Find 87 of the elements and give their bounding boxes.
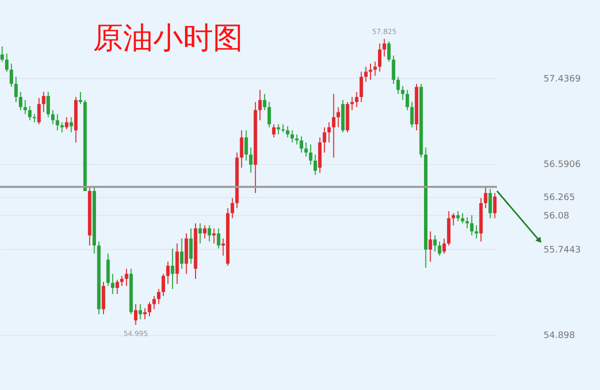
candlestick bbox=[46, 91, 50, 118]
candlestick bbox=[378, 42, 382, 72]
candlestick bbox=[442, 238, 446, 254]
candlestick bbox=[387, 40, 391, 62]
candlestick bbox=[295, 134, 299, 145]
candlestick bbox=[327, 122, 331, 143]
candlestick bbox=[180, 238, 184, 270]
candlestick bbox=[267, 102, 271, 128]
candlestick bbox=[286, 126, 290, 138]
text: 原油小时图 bbox=[93, 21, 243, 56]
candlestick bbox=[314, 154, 317, 176]
candlestick bbox=[162, 273, 166, 297]
candlestick bbox=[175, 243, 179, 284]
candlestick bbox=[460, 212, 464, 224]
candlestick bbox=[308, 144, 312, 166]
y-tick-label: 55.7443 bbox=[544, 246, 581, 256]
candlestick bbox=[364, 66, 368, 82]
candlestick bbox=[198, 222, 202, 244]
candlestick bbox=[102, 281, 106, 315]
y-tick-label: 56.265 bbox=[544, 193, 575, 204]
candlestick bbox=[262, 93, 266, 111]
candlestick bbox=[64, 116, 68, 130]
candlestick bbox=[203, 224, 206, 239]
candlestick bbox=[0, 46, 4, 62]
candlestick bbox=[60, 122, 64, 133]
candlestick bbox=[230, 198, 234, 219]
y-tick-label: 57.4369 bbox=[544, 74, 581, 85]
candlestick bbox=[332, 93, 336, 158]
candlestick bbox=[116, 279, 120, 295]
candlestick bbox=[56, 114, 60, 131]
candlestick bbox=[474, 224, 478, 239]
candlestick bbox=[488, 188, 492, 219]
candlestick bbox=[272, 124, 276, 138]
candlestick bbox=[134, 304, 138, 326]
candlestick bbox=[410, 102, 414, 128]
candlestick bbox=[290, 130, 294, 143]
candlestick bbox=[406, 89, 410, 111]
candlestick bbox=[138, 304, 142, 320]
candlestick bbox=[10, 63, 14, 88]
candlestick bbox=[120, 275, 124, 286]
candlestick bbox=[360, 71, 364, 103]
candlestick bbox=[51, 110, 55, 125]
candlestick bbox=[170, 248, 174, 290]
candlestick bbox=[70, 116, 73, 133]
candlestick bbox=[216, 228, 220, 250]
candlestick bbox=[78, 91, 82, 105]
candlestick bbox=[156, 288, 160, 305]
y-tick-label: 54.898 bbox=[544, 331, 576, 342]
candlestick bbox=[18, 91, 22, 111]
candlestick bbox=[304, 142, 308, 158]
candlestick bbox=[428, 230, 432, 262]
candlestick bbox=[143, 308, 147, 320]
candlestick bbox=[32, 114, 36, 123]
candlestick bbox=[5, 53, 9, 72]
candlestick bbox=[212, 228, 216, 244]
candlestick bbox=[465, 216, 469, 229]
candlestick bbox=[401, 85, 404, 101]
candlestick bbox=[23, 100, 27, 115]
candlestick bbox=[189, 228, 193, 264]
candlestick bbox=[392, 55, 396, 84]
candlestick bbox=[350, 96, 354, 111]
candlestick bbox=[493, 192, 497, 219]
candlestick bbox=[438, 240, 442, 256]
y-tick-label: 56.5906 bbox=[544, 160, 581, 170]
candlestick bbox=[106, 253, 110, 286]
candlestick bbox=[452, 212, 456, 226]
candlestick bbox=[470, 214, 474, 236]
candlestick bbox=[373, 61, 377, 76]
candlestick bbox=[244, 130, 248, 162]
candlestick bbox=[484, 186, 488, 209]
y-tick-label: 56.08 bbox=[544, 212, 570, 222]
candlestick bbox=[249, 147, 253, 174]
candlestick bbox=[396, 76, 400, 94]
candlestick bbox=[322, 126, 326, 154]
candlestick bbox=[354, 91, 358, 108]
candlestick bbox=[240, 130, 244, 168]
candlestick bbox=[382, 38, 386, 58]
candlestick bbox=[152, 296, 156, 310]
candlestick bbox=[433, 234, 437, 252]
candlestick bbox=[276, 124, 280, 135]
candlestick bbox=[110, 273, 114, 295]
candlestick bbox=[28, 106, 32, 121]
candlestick bbox=[166, 261, 170, 284]
candlestick bbox=[300, 136, 304, 154]
candlestick bbox=[42, 91, 46, 113]
candlestick bbox=[208, 224, 212, 242]
candlestick bbox=[336, 106, 340, 128]
